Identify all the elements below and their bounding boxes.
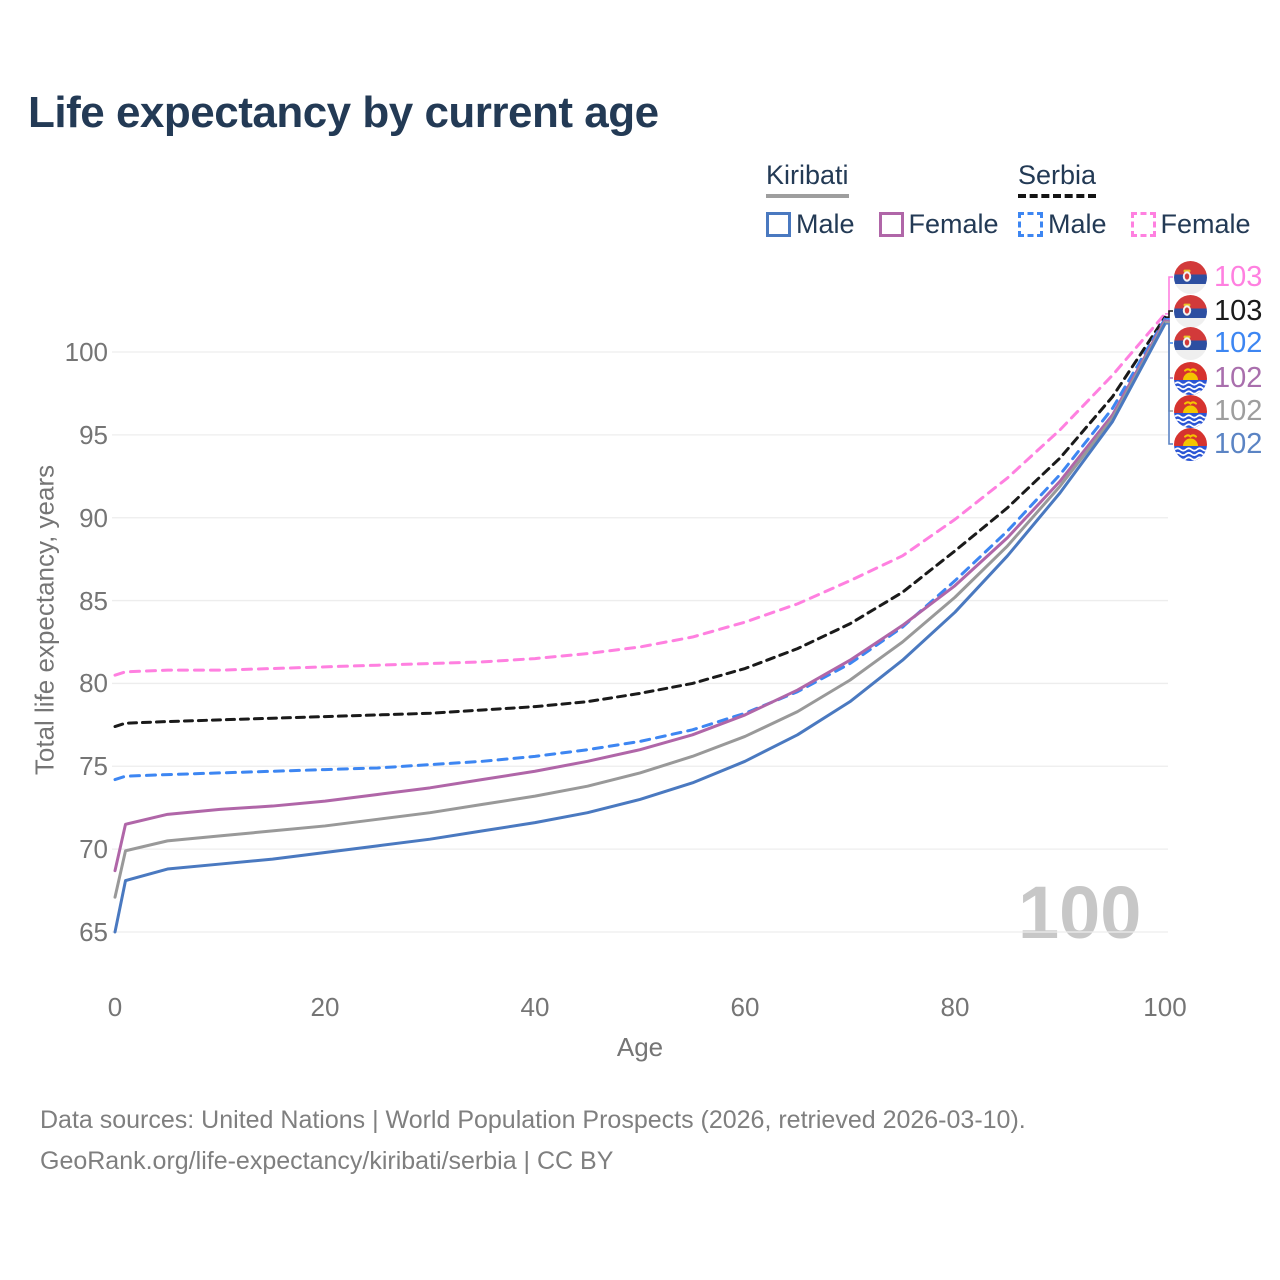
legend-item-serbia-male: Male <box>1018 209 1107 240</box>
y-tick-label: 65 <box>79 916 108 947</box>
legend-header-kiribati: Kiribati <box>766 160 849 198</box>
x-tick-label: 40 <box>520 992 550 1022</box>
series-line-serbia-both <box>113 315 1167 729</box>
legend-swatch-solid <box>878 212 904 237</box>
end-label-serbia: 103 <box>1174 294 1263 328</box>
series-line-serbia-female <box>113 312 1167 677</box>
end-label-value: 102 <box>1214 427 1263 460</box>
end-label-kiribati: 102 <box>1174 394 1263 428</box>
end-label-serbia: 102 <box>1174 326 1263 360</box>
y-tick-label: 80 <box>79 668 108 699</box>
kiribati-flag-icon <box>1174 427 1207 461</box>
end-label-connector <box>1165 323 1173 445</box>
end-label-serbia: 103 <box>1174 260 1263 294</box>
legend-swatch-dashed <box>1018 212 1043 237</box>
x-tick-label: 80 <box>940 992 970 1022</box>
legend-item-label: Male <box>796 209 855 239</box>
footer-attribution: GeoRank.org/life-expectancy/kiribati/ser… <box>40 1147 614 1175</box>
series-line-serbia-male <box>113 317 1167 782</box>
x-tick-label: 20 <box>310 992 340 1022</box>
serbia-flag-icon <box>1174 326 1207 360</box>
legend-header-serbia: Serbia <box>1018 160 1097 198</box>
legend-group-serbia: Serbia Male Female <box>1018 160 1251 240</box>
series-line-kiribati-male <box>113 322 1167 934</box>
serbia-flag-icon <box>1174 294 1207 328</box>
age-watermark: 100 <box>1018 871 1142 954</box>
end-label-value: 103 <box>1214 294 1263 327</box>
legend-group-kiribati: Kiribati Male Female <box>766 160 999 240</box>
series-line-kiribati-both <box>113 320 1167 899</box>
legend-item-serbia-female: Female <box>1130 209 1251 240</box>
end-label-connector <box>1165 276 1173 315</box>
page-title: Life expectancy by current age <box>28 88 659 137</box>
end-label-kiribati: 102 <box>1174 361 1263 395</box>
legend-swatch-solid <box>766 212 791 237</box>
end-label-value: 103 <box>1214 260 1263 293</box>
x-tick-label: 0 <box>107 992 123 1022</box>
x-tick-label: 100 <box>1143 992 1187 1022</box>
legend-item-label: Female <box>1160 209 1251 239</box>
serbia-flag-icon <box>1174 260 1207 294</box>
legend-item-label: Male <box>1048 209 1107 239</box>
y-tick-label: 90 <box>79 502 108 533</box>
legend-items-serbia: Male Female <box>1018 209 1251 240</box>
kiribati-flag-icon <box>1174 361 1207 395</box>
y-tick-label: 85 <box>79 585 108 616</box>
end-label-kiribati: 102 <box>1174 427 1263 461</box>
end-label-value: 102 <box>1214 326 1263 359</box>
legend-swatch-dashed <box>1130 212 1156 237</box>
y-tick-label: 100 <box>64 337 108 367</box>
legend-item-label: Female <box>908 209 999 239</box>
end-label-value: 102 <box>1214 361 1263 394</box>
x-axis-title: Age <box>616 1032 664 1062</box>
end-label-connector <box>1165 310 1173 318</box>
x-tick-label: 60 <box>730 992 760 1022</box>
legend-item-kiribati-male: Male <box>766 209 855 240</box>
legend-items-kiribati: Male Female <box>766 209 999 240</box>
footer-data-sources: Data sources: United Nations | World Pop… <box>40 1106 1026 1134</box>
end-label-value: 102 <box>1214 394 1263 427</box>
kiribati-flag-icon <box>1174 394 1207 428</box>
y-tick-label: 95 <box>79 419 108 450</box>
series-line-kiribati-female <box>113 319 1167 873</box>
y-tick-label: 75 <box>79 751 108 782</box>
y-tick-label: 70 <box>79 834 108 865</box>
legend-item-kiribati-female: Female <box>878 209 999 240</box>
